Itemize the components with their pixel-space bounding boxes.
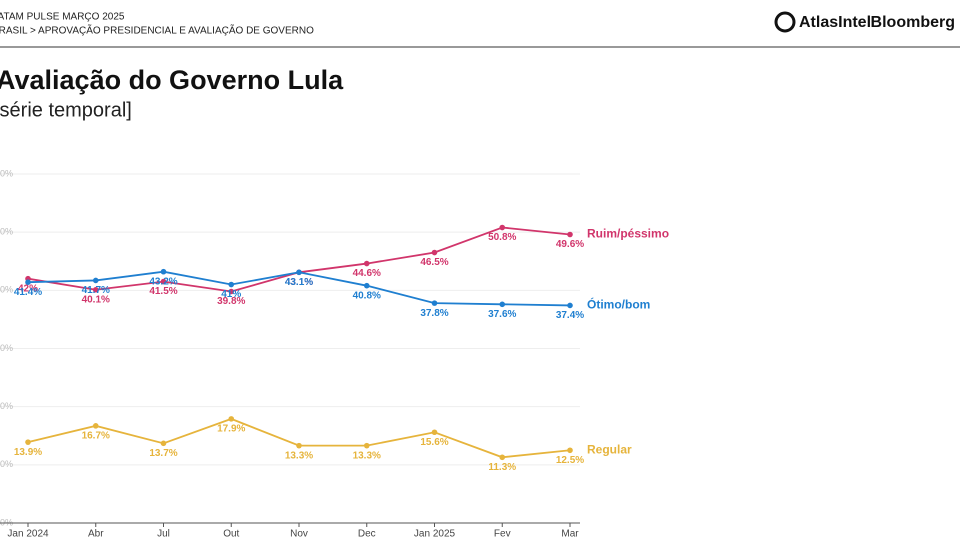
y-tick-label: 30% — [0, 343, 13, 353]
series-name: Ótimo/bom — [587, 297, 650, 312]
x-tick-label: Dec — [358, 529, 376, 540]
value-label: 12.5% — [556, 455, 584, 466]
value-label: 39.8% — [217, 296, 245, 307]
value-label: 16.7% — [82, 431, 110, 442]
value-label: 46.5% — [420, 257, 448, 268]
logo: Bloomberg — [871, 14, 955, 31]
x-tick-label: Abr — [88, 529, 104, 540]
point — [431, 249, 438, 256]
point — [296, 269, 302, 276]
point — [363, 260, 370, 267]
point — [228, 288, 235, 295]
x-tick-label: Out — [223, 529, 239, 540]
value-label: 43.1% — [285, 277, 313, 288]
point — [228, 281, 235, 288]
point — [296, 442, 302, 449]
value-label: 13.3% — [353, 450, 381, 461]
point — [25, 439, 31, 445]
chart-title: Avaliação do Governo Lula — [0, 65, 344, 95]
point — [160, 268, 167, 275]
value-label: 41.5% — [149, 286, 177, 297]
value-label: 43.2% — [149, 276, 177, 287]
point — [499, 301, 506, 308]
x-tick-label: Fev — [494, 529, 511, 540]
y-tick-label: 0% — [0, 517, 13, 527]
logo: AtlasIntel — [799, 14, 871, 31]
point — [160, 278, 167, 285]
x-tick-label: Jan 2024 — [7, 529, 49, 540]
y-tick-label: 40% — [0, 285, 13, 295]
value-label: 40.8% — [353, 290, 381, 301]
value-label: 41% — [221, 289, 241, 300]
x-tick-label: Jul — [157, 529, 170, 540]
x-tick-label: Nov — [290, 529, 308, 540]
series-name: Ruim/péssimo — [587, 227, 669, 241]
point — [431, 300, 438, 306]
value-label: 13.9% — [14, 447, 42, 458]
point — [363, 282, 370, 289]
kicker: LATAM PULSE MARÇO 2025 — [0, 12, 125, 23]
x-tick-label: Jan 2025 — [414, 529, 456, 540]
value-label: 41.7% — [82, 285, 110, 296]
point — [92, 286, 99, 293]
point — [92, 277, 99, 284]
x-tick-label: Mar — [561, 529, 579, 540]
value-label: 17.9% — [217, 424, 245, 435]
logo-icon — [774, 11, 796, 33]
point — [363, 442, 370, 449]
value-label: 37.8% — [420, 308, 448, 319]
value-label: 44.6% — [353, 268, 381, 279]
value-label: 37.6% — [488, 309, 516, 320]
y-tick-label: 10% — [0, 459, 13, 469]
point — [567, 231, 573, 238]
point — [92, 423, 99, 429]
point — [499, 454, 506, 461]
point — [567, 447, 573, 454]
chart-subtitle: [série temporal] — [0, 99, 132, 121]
value-label: 40.1% — [82, 294, 110, 305]
y-tick-label: 20% — [0, 401, 13, 411]
point — [25, 279, 31, 285]
series-name: Regular — [587, 442, 632, 456]
value-label: 15.6% — [420, 437, 448, 448]
point — [567, 302, 573, 309]
value-label: 42% — [18, 283, 38, 294]
value-label: 13.7% — [149, 448, 177, 459]
value-label: 41.4% — [14, 287, 42, 298]
y-tick-label: 50% — [0, 227, 13, 237]
point — [228, 416, 235, 422]
value-label: 49.6% — [556, 239, 584, 250]
value-label: 13.3% — [285, 450, 313, 461]
value-label: 50.8% — [488, 232, 516, 243]
breadcrumb: BRASIL > APROVAÇÃO PRESIDENCIAL E AVALIA… — [0, 24, 314, 37]
value-label: 43.1% — [285, 277, 313, 288]
y-tick-label: 60% — [0, 168, 13, 178]
point — [431, 429, 438, 436]
point — [160, 440, 167, 447]
point — [499, 224, 506, 231]
value-label: 11.3% — [488, 462, 516, 473]
value-label: 37.4% — [556, 310, 584, 321]
